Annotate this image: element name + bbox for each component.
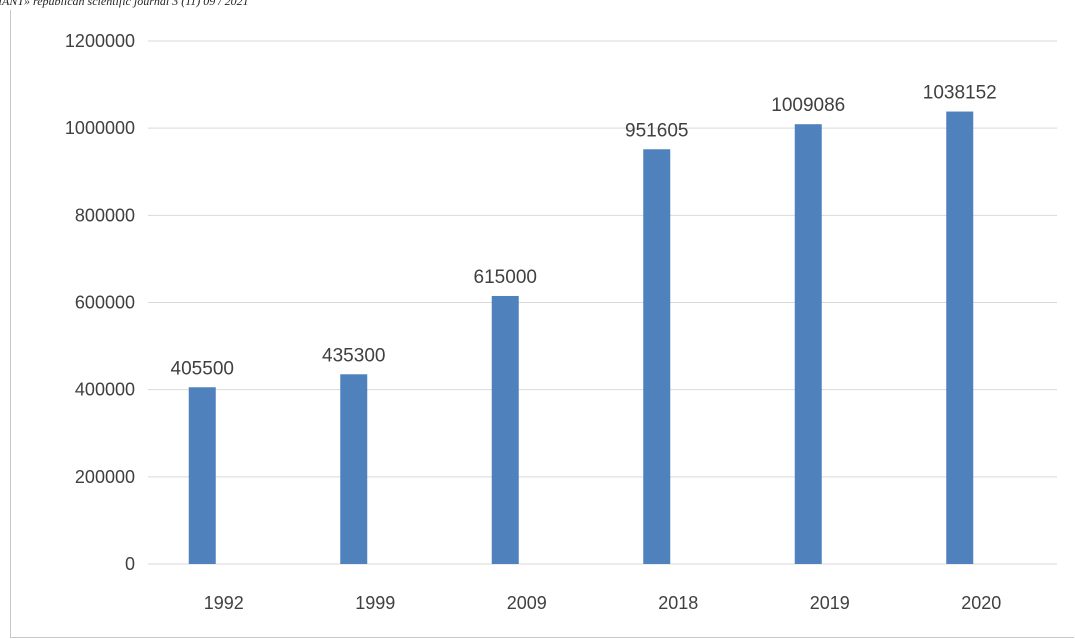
bar-2019 (794, 124, 822, 564)
bar-1999 (340, 374, 368, 564)
x-axis-ticks: 1992 1999 2009 2018 2019 2020 (204, 593, 1002, 613)
x-tick-label-1992: 1992 (204, 593, 244, 613)
journal-header: IANT» republican scientific journal 3 (1… (0, 0, 249, 8)
y-axis-ticks: 0 200000 400000 600000 800000 1000000 1200000 (65, 31, 135, 574)
bars (188, 111, 974, 564)
data-label-1999: 435300 (322, 345, 385, 366)
bar-2018 (643, 149, 671, 564)
x-tick-label-2018: 2018 (658, 593, 698, 613)
x-tick-label-2020: 2020 (961, 593, 1001, 613)
x-tick-label-2019: 2019 (810, 593, 850, 613)
bar-2009 (491, 295, 519, 564)
y-tick-label: 0 (125, 554, 135, 574)
x-tick-label-2009: 2009 (507, 593, 547, 613)
data-label-2009: 615000 (474, 267, 537, 288)
y-tick-label: 400000 (75, 380, 135, 400)
data-label-2019: 1009086 (771, 95, 845, 116)
data-label-2020: 1038152 (923, 83, 997, 104)
y-tick-label: 800000 (75, 205, 135, 225)
y-tick-label: 200000 (75, 467, 135, 487)
y-tick-label: 1200000 (65, 31, 135, 51)
chart-frame (10, 10, 1074, 638)
y-tick-label: 1000000 (65, 118, 135, 138)
data-label-2018: 951605 (625, 120, 688, 141)
data-label-1992: 405500 (171, 358, 234, 379)
bar-2020 (946, 111, 974, 564)
y-tick-label: 600000 (75, 293, 135, 313)
gridlines (148, 40, 1057, 565)
data-labels: 405500 435300 615000 951605 1009086 1038152 (171, 83, 997, 380)
x-tick-label-1999: 1999 (355, 593, 395, 613)
bar-1992 (188, 387, 216, 564)
